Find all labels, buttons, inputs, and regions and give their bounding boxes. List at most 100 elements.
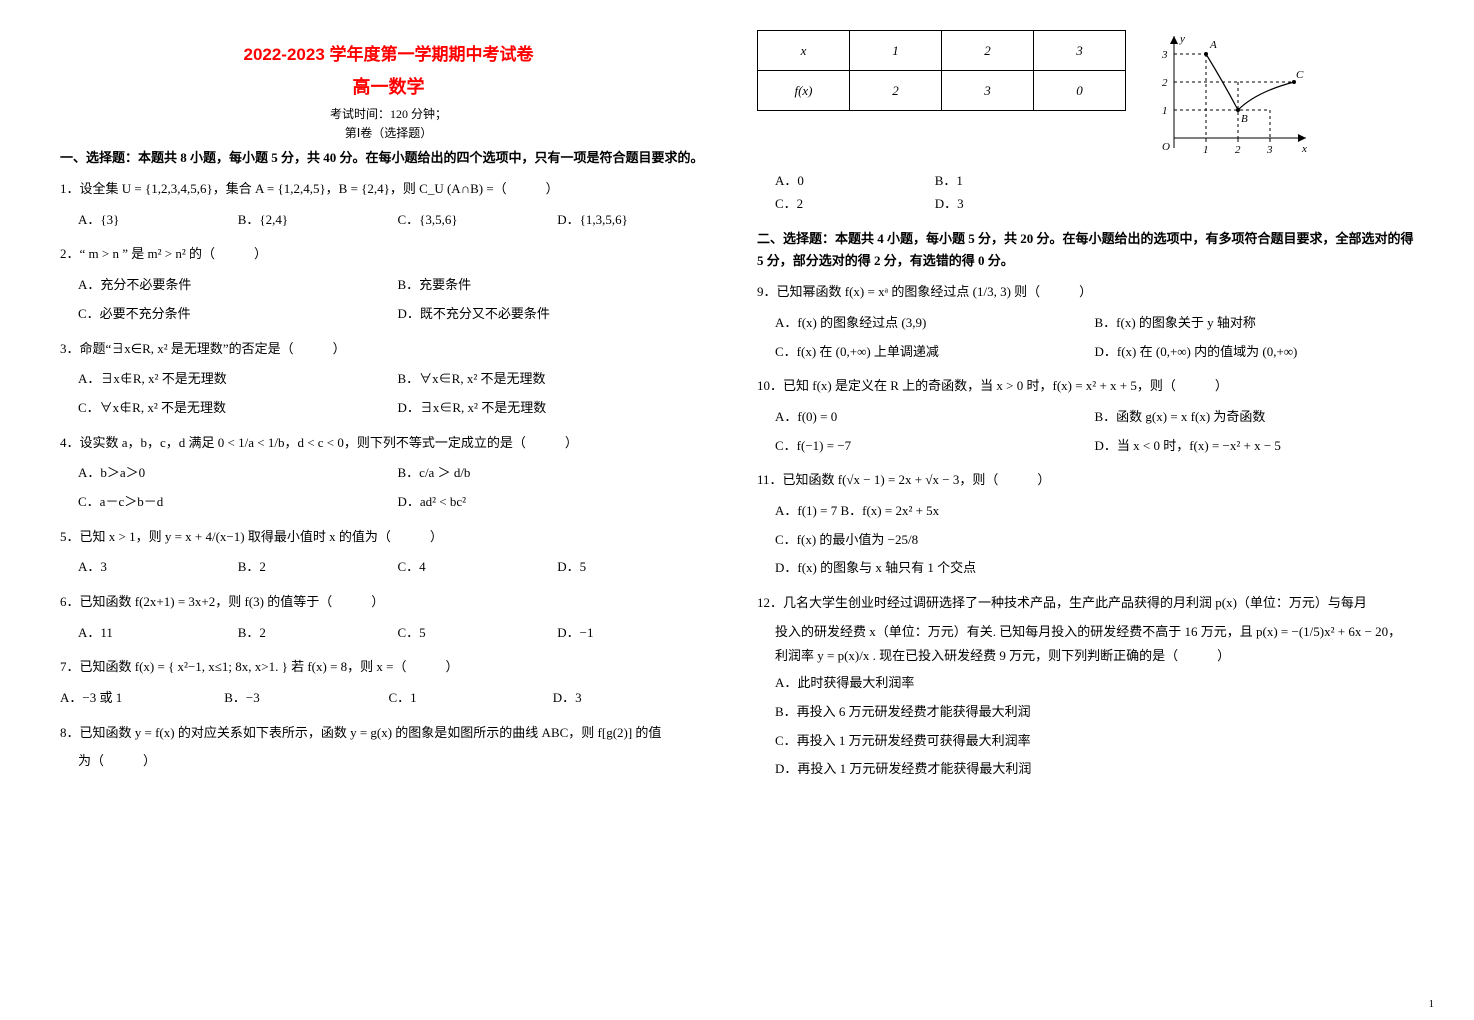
q9-stem: 9．已知幂函数 f(x) = xᵃ 的图象经过点 (1/3, 3) 则（ ） [757,280,1414,305]
question-4: 4．设实数 a，b，c，d 满足 0 < 1/a < 1/b，d < c < 0… [60,431,717,517]
t8-h-fx: f(x) [758,71,850,111]
question-12: 12．几名大学生创业时经过调研选择了一种技术产品，生产此产品获得的月利润 p(x… [757,591,1414,784]
t8-c0: 1 [850,31,942,71]
q11-opt-ab: A．f(1) = 7 B．f(x) = 2x² + 5x [775,499,1414,524]
g8-B: B [1241,113,1248,125]
q12-stem1: 12．几名大学生创业时经过调研选择了一种技术产品，生产此产品获得的月利润 p(x… [757,591,1414,616]
q8-opt-c: C．2 [775,193,935,212]
q8-table: x 1 2 3 f(x) 2 3 0 [757,30,1126,111]
q6-opt-b: B．2 [238,621,398,646]
q8-opt-b: B．1 [935,170,1095,189]
question-1: 1．设全集 U = {1,2,3,4,5,6}，集合 A = {1,2,4,5}… [60,177,717,234]
q10-stem: 10．已知 f(x) 是定义在 R 上的奇函数，当 x > 0 时，f(x) =… [757,374,1414,399]
q2-opt-d: D．既不充分又不必要条件 [398,302,718,327]
page-number: 1 [1429,998,1435,1010]
q7-stem: 7．已知函数 f(x) = { x²−1, x≤1; 8x, x>1. } 若 … [60,655,717,680]
q10-opt-c: C．f(−1) = −7 [775,434,1095,459]
q8-graph: 1 2 3 1 2 3 [1146,30,1316,160]
q4-stem: 4．设实数 a，b，c，d 满足 0 < 1/a < 1/b，d < c < 0… [60,431,717,456]
q10-opt-d: D．当 x < 0 时，f(x) = −x² + x − 5 [1095,434,1415,459]
q12-opt-c: C．再投入 1 万元研发经费可获得最大利润率 [775,729,1414,754]
g8-x-axis: x [1301,143,1307,155]
part1-title: 第Ⅰ卷（选择题） [60,124,717,141]
g8-C: C [1296,69,1304,81]
g8-y1: 1 [1162,105,1168,117]
q1-opt-b: B．{2,4} [238,208,398,233]
q8-opt-a: A．0 [775,170,935,189]
q9-opt-b: B．f(x) 的图象关于 y 轴对称 [1095,311,1415,336]
q2-opt-a: A．充分不必要条件 [78,273,398,298]
q5-opt-c: C．4 [398,555,558,580]
t8-h-x: x [758,31,850,71]
q8-tail: 为（ ） [60,749,717,774]
q7-opt-b: B．−3 [224,686,388,711]
q5-opt-d: D．5 [557,555,717,580]
q11-opt-c: C．f(x) 的最小值为 −25/8 [775,528,1414,553]
q2-opt-c: C．必要不充分条件 [78,302,398,327]
q3-stem: 3．命题“∃x∈R, x² 是无理数”的否定是（ ） [60,337,717,362]
q5-opt-a: A．3 [78,555,238,580]
q12-stem2: 投入的研发经费 x（单位：万元）有关. 已知每月投入的研发经费不高于 16 万元… [757,620,1414,645]
q6-opt-d: D．−1 [557,621,717,646]
q4-opt-b: B．c/a ＞ d/b [398,461,718,486]
g8-y3: 3 [1161,49,1168,61]
q3-opt-c: C．∀x∉R, x² 不是无理数 [78,396,398,421]
question-7: 7．已知函数 f(x) = { x²−1, x≤1; 8x, x>1. } 若 … [60,655,717,712]
t8-v0: 2 [850,71,942,111]
q11-opt-d: D．f(x) 的图象与 x 轴只有 1 个交点 [775,556,1414,581]
g8-x3: 3 [1266,144,1273,156]
q4-opt-a: A．b＞a＞0 [78,461,398,486]
q3-opt-b: B．∀x∈R, x² 不是无理数 [398,367,718,392]
q8-table-and-graph: x 1 2 3 f(x) 2 3 0 [757,30,1414,160]
title-main: 2022-2023 学年度第一学期期中考试卷 [60,40,717,65]
q7-opt-d: D．3 [553,686,717,711]
q1-opt-d: D．{1,3,5,6} [557,208,717,233]
q12-stem3: 利润率 y = p(x)/x . 现在已投入研发经费 9 万元，则下列判断正确的… [757,644,1414,669]
q6-stem: 6．已知函数 f(2x+1) = 3x+2，则 f(3) 的值等于（ ） [60,590,717,615]
t8-v1: 3 [942,71,1034,111]
q2-stem: 2．“ m > n ” 是 m² > n² 的（ ） [60,242,717,267]
question-6: 6．已知函数 f(2x+1) = 3x+2，则 f(3) 的值等于（ ） A．1… [60,590,717,647]
q5-stem: 5．已知 x > 1，则 y = x + 4/(x−1) 取得最小值时 x 的值… [60,525,717,550]
question-11: 11．已知函数 f(√x − 1) = 2x + √x − 3，则（ ） A．f… [757,468,1414,583]
question-5: 5．已知 x > 1，则 y = x + 4/(x−1) 取得最小值时 x 的值… [60,525,717,582]
q3-opt-a: A．∃x∉R, x² 不是无理数 [78,367,398,392]
q1-stem: 1．设全集 U = {1,2,3,4,5,6}，集合 A = {1,2,4,5}… [60,177,717,202]
g8-x2: 2 [1235,144,1241,156]
g8-x1: 1 [1203,144,1209,156]
q12-opt-d: D．再投入 1 万元研发经费才能获得最大利润 [775,757,1414,782]
g8-y2: 2 [1162,77,1168,89]
q4-opt-c: C．a－c＞b－d [78,490,398,515]
q9-opt-c: C．f(x) 在 (0,+∞) 上单调递减 [775,340,1095,365]
g8-A: A [1209,39,1217,51]
exam-time: 考试时间：120 分钟； [60,105,717,122]
t8-c2: 3 [1034,31,1126,71]
q5-opt-b: B．2 [238,555,398,580]
g8-y-axis: y [1179,33,1185,45]
q7-opt-a: A．−3 或 1 [60,686,224,711]
q11-stem: 11．已知函数 f(√x − 1) = 2x + √x − 3，则（ ） [757,468,1414,493]
q4-opt-d: D．ad² < bc² [398,490,718,515]
q8-opt-d: D．3 [935,193,1095,212]
section2-heading: 二、选择题：本题共 4 小题，每小题 5 分，共 20 分。在每小题给出的选项中… [757,228,1414,272]
q1-opt-a: A．{3} [78,208,238,233]
q10-opt-a: A．f(0) = 0 [775,405,1095,430]
q10-opt-b: B．函数 g(x) = x f(x) 为奇函数 [1095,405,1415,430]
question-2: 2．“ m > n ” 是 m² > n² 的（ ） A．充分不必要条件 B．充… [60,242,717,328]
q12-opt-a: A．此时获得最大利润率 [775,671,1414,696]
q9-opt-a: A．f(x) 的图象经过点 (3,9) [775,311,1095,336]
g8-O: O [1162,141,1170,153]
q7-opt-c: C．1 [389,686,553,711]
q6-opt-a: A．11 [78,621,238,646]
question-8: 8．已知函数 y = f(x) 的对应关系如下表所示，函数 y = g(x) 的… [60,721,717,774]
q2-opt-b: B．充要条件 [398,273,718,298]
title-sub: 高一数学 [60,73,717,99]
q9-opt-d: D．f(x) 在 (0,+∞) 内的值域为 (0,+∞) [1095,340,1415,365]
q12-opt-b: B．再投入 6 万元研发经费才能获得最大利润 [775,700,1414,725]
question-3: 3．命题“∃x∈R, x² 是无理数”的否定是（ ） A．∃x∉R, x² 不是… [60,337,717,423]
question-10: 10．已知 f(x) 是定义在 R 上的奇函数，当 x > 0 时，f(x) =… [757,374,1414,460]
section1-heading: 一、选择题：本题共 8 小题，每小题 5 分，共 40 分。在每小题给出的四个选… [60,147,717,169]
q8-stem: 8．已知函数 y = f(x) 的对应关系如下表所示，函数 y = g(x) 的… [60,721,717,746]
t8-v2: 0 [1034,71,1126,111]
q6-opt-c: C．5 [398,621,558,646]
